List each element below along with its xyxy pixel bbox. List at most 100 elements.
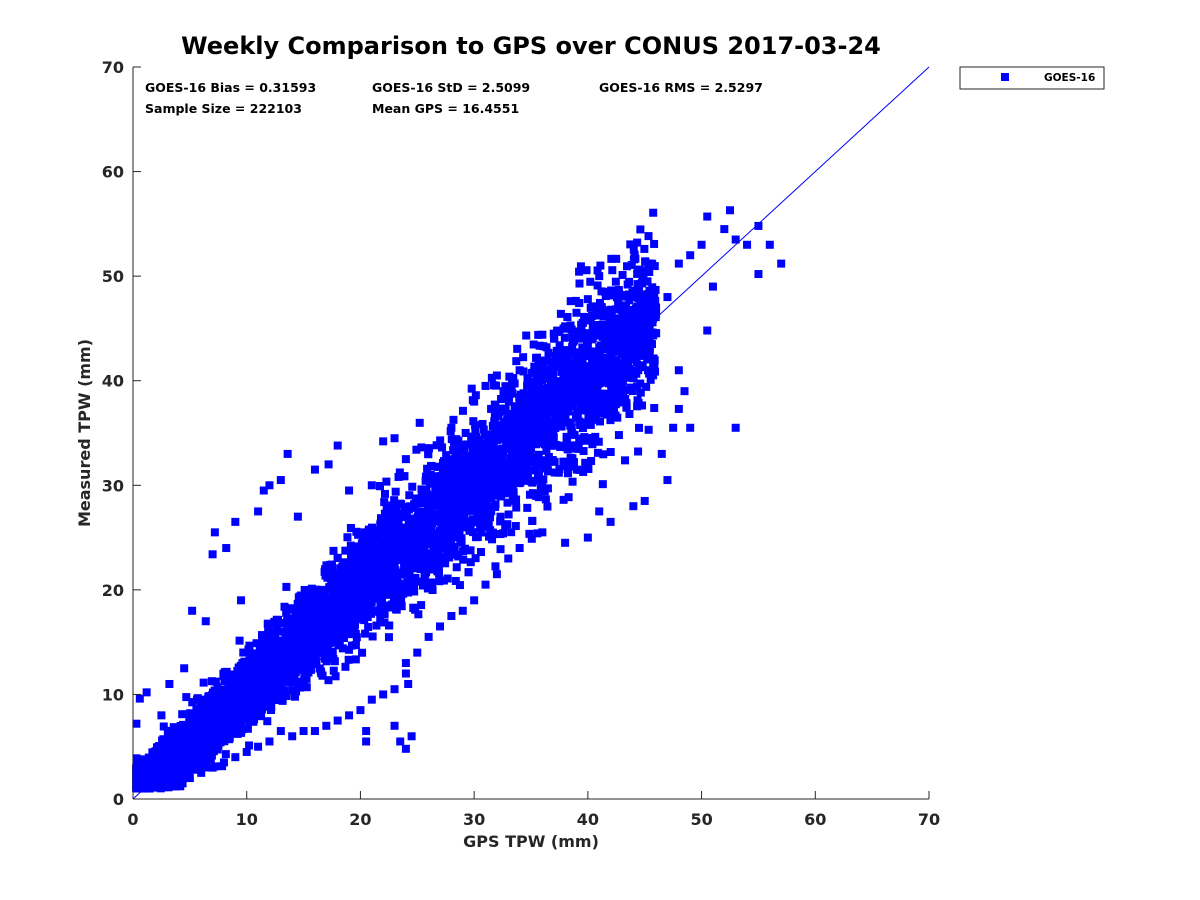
data-point [650,403,659,412]
data-point [543,484,552,493]
data-point [178,710,187,719]
data-point [391,503,400,512]
data-point [417,601,426,610]
data-point [475,469,484,478]
data-point [575,267,584,276]
data-point [459,555,468,564]
data-point [328,565,337,574]
data-point [302,683,311,692]
data-point [376,614,385,623]
data-point [427,461,436,470]
data-point [324,676,333,685]
data-point [584,352,593,361]
data-point [582,336,591,345]
data-point [547,357,556,366]
data-point [636,379,645,388]
data-point [486,502,495,511]
data-point [341,662,350,671]
data-point [455,581,464,590]
data-point [560,333,569,342]
data-point [620,303,629,312]
data-point [615,375,624,384]
data-point [555,341,564,350]
data-point [559,346,568,355]
data-point [634,447,643,456]
data-point [339,572,348,581]
data-point [326,630,335,639]
data-point [321,637,330,646]
data-point [601,287,610,296]
data-point [526,447,535,456]
data-point [438,464,447,473]
data-point [553,359,562,368]
data-point [334,580,343,589]
data-point [562,438,571,447]
data-point [559,495,568,504]
data-point [523,376,532,385]
data-point [320,610,329,619]
data-point [625,409,634,418]
data-point [422,537,431,546]
data-point [636,225,645,234]
data-point [578,434,587,443]
data-point [272,622,281,631]
data-point [578,343,587,352]
data-point [410,587,419,596]
data-point [572,465,581,474]
data-point [651,367,660,376]
data-point [632,315,641,324]
data-point [428,578,437,587]
data-point [304,653,313,662]
data-point [389,507,398,516]
data-point [563,353,572,362]
data-point [341,546,350,555]
data-point [199,712,208,721]
data-point [404,530,413,539]
data-point [496,492,505,501]
data-point [329,546,338,555]
data-point [532,373,541,382]
data-point [207,677,216,686]
data-point [593,281,602,290]
data-point [575,279,584,288]
data-point [245,741,254,750]
data-point [480,431,489,440]
data-point [565,375,574,384]
data-point [182,693,191,702]
data-point [601,407,610,416]
data-point [467,506,476,515]
data-point [466,546,475,555]
data-point [599,312,608,321]
data-point [405,569,414,578]
data-point [645,267,654,276]
data-point [394,527,403,536]
data-point [391,487,400,496]
data-point [612,344,621,353]
data-point [376,514,385,523]
data-point [244,645,253,654]
data-point [566,321,575,330]
data-point [597,341,606,350]
data-point [306,591,315,600]
data-point [405,491,414,500]
data-point [594,437,603,446]
data-point [521,476,530,485]
data-point [588,349,597,358]
data-point [351,615,360,624]
data-point [358,567,367,576]
data-point [591,407,600,416]
data-point [277,670,286,679]
data-point [421,476,430,485]
data-point [460,544,469,553]
data-point [331,672,340,681]
data-point [217,688,226,697]
data-point [380,509,389,518]
data-point [501,417,510,426]
data-point [382,504,391,513]
data-point [648,283,657,292]
data-point [650,361,659,370]
data-point [579,447,588,456]
data-point [386,587,395,596]
data-point [352,527,361,536]
data-point [463,501,472,510]
